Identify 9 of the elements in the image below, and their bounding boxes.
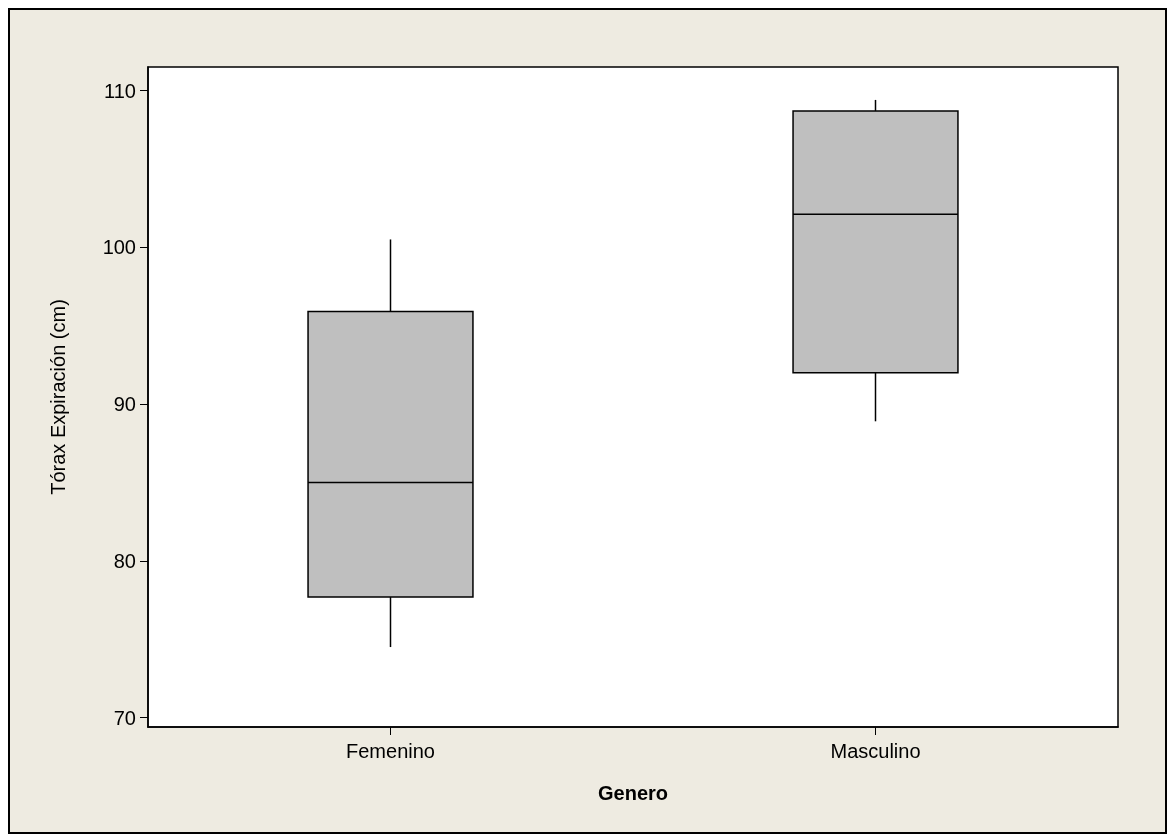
y-tick-label: 110: [104, 79, 136, 102]
x-axis-title: Genero: [597, 782, 669, 804]
y-tick-label: 80: [113, 549, 136, 572]
y-axis-title: Tórax Expiración (cm): [47, 299, 69, 495]
y-tick-label: 100: [102, 236, 136, 259]
y-tick-label: 70: [113, 706, 136, 729]
y-tick-label: 90: [113, 393, 136, 416]
x-tick-label: Masculino: [830, 740, 921, 762]
x-tick-label: Femenino: [346, 740, 435, 762]
